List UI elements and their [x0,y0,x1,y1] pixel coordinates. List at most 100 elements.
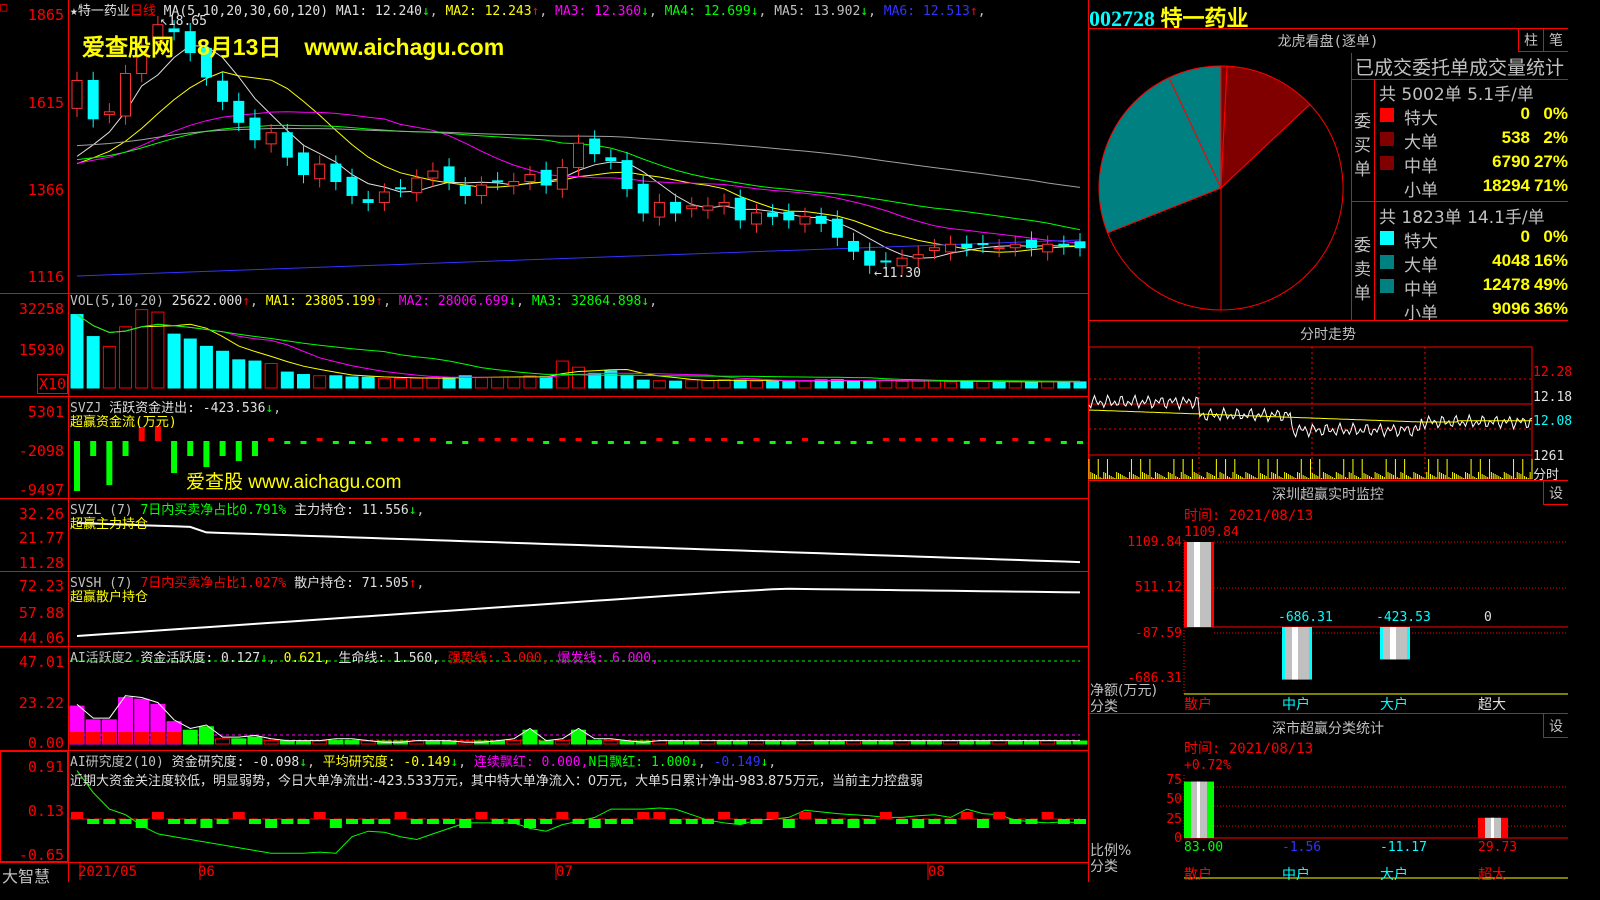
activity-bar [425,740,441,745]
activity-bar [247,736,263,745]
research-bar [669,819,682,824]
axis-box [0,751,68,862]
x-axis-title: 分类 [1090,859,1118,875]
order-volume: 9096 [1492,299,1530,318]
pie-slice [1168,65,1222,189]
money-flow-bar [510,438,517,441]
candle [1009,243,1021,249]
research-bar [604,819,617,824]
axis-label: 1865 [27,6,64,24]
sep: , [429,4,446,19]
category-label: 大户 [1380,697,1408,713]
money-flow-bar [106,441,113,485]
activity-bar [797,740,813,745]
order-percent: 2% [1543,128,1568,147]
activity-bar [926,740,942,745]
research-bar [346,819,359,824]
activity-bar [1072,740,1088,745]
order-volume: 4048 [1492,251,1530,270]
volume-bar [442,376,456,389]
money-flow-bar [171,441,178,473]
sep: , [516,294,532,309]
ssfl-top: +0.72% [1184,758,1231,773]
category-label: 中户 [1282,697,1310,713]
high-mark: ↖18.65 [160,14,207,29]
axis-label: 75 [1166,773,1182,788]
szjk-top: 1109.84 [1184,525,1239,540]
candle [1074,241,1086,249]
research-bar [782,819,795,828]
legend-swatch [1380,132,1394,146]
axis-label: 12.08 [1533,414,1573,429]
money-flow-bar [656,438,663,441]
research-bar [944,819,957,824]
research-bar [362,819,375,824]
money-flow-bar [850,441,857,444]
svzj-sub: 超赢资金流(万元) [70,415,177,430]
volume-bar [572,366,585,389]
order-type: 特大 [1404,232,1438,252]
money-flow-bar [462,441,469,444]
volume-bar [491,376,505,389]
money-flow-bar [866,441,873,444]
activity-base [118,732,133,744]
axis-label: 0 [1174,831,1182,846]
candle [831,218,843,238]
volume-bar [749,380,763,389]
volume-bar [539,376,553,389]
activity-bar [571,729,586,745]
money-flow-bar [769,441,776,444]
activity-bar [231,738,247,745]
axis-label: -9497 [18,481,64,499]
divider [1351,79,1568,80]
volume-bar [701,380,715,389]
ma20-line [76,111,1081,244]
divider [0,396,1088,397]
volume-bar [523,375,537,389]
volume-bar [474,377,488,389]
divider [1088,480,1568,481]
volume-bar [377,378,391,389]
category-label: 散户 [1184,697,1212,713]
candle [750,212,762,225]
research-bar [184,819,197,824]
money-flow-bar [381,438,388,441]
research-bar [798,812,811,819]
order-type: 中单 [1404,157,1438,177]
intraday-price-line [1088,393,1533,439]
menu-icon[interactable]: □ [0,0,8,14]
money-flow-bar [818,441,825,444]
ssfl-title: 深市超赢分类统计 [1272,721,1384,737]
net-bar-highlight [1194,542,1200,627]
activity-base [150,732,165,744]
axis-label: 511.12 [1135,580,1182,595]
axis-label: -686.31 [1127,671,1182,686]
tab-tick[interactable]: 笔 [1543,28,1568,52]
candle [686,205,698,210]
settings-button[interactable]: 设 [1543,481,1568,505]
research-bar [540,819,553,824]
candle [459,185,471,196]
candle [734,197,746,221]
divider [1088,320,1568,321]
net-bar-highlight [1292,627,1298,680]
research-bar [847,819,860,828]
research-bar [750,819,763,824]
period-tab[interactable]: 日线 [129,4,156,19]
research-bar [426,819,439,824]
settings-button[interactable]: 设 [1543,714,1568,738]
svsh-header: SVSH (7) 7日内买卖净占比1.027% 散户持仓: 71.505↑, [70,576,425,591]
volume-bar [507,376,521,389]
money-flow-bar [251,441,258,456]
research-bar [976,819,989,828]
ma120-line [76,239,1081,277]
candle [637,183,649,214]
research-bar [475,812,488,819]
money-flow-bar [316,438,323,441]
money-flow-bar [640,441,647,444]
tab-bar-chart[interactable]: 柱 [1518,28,1543,52]
candle [120,72,132,117]
order-percent: 49% [1533,275,1568,294]
money-flow-bar [1060,441,1067,444]
